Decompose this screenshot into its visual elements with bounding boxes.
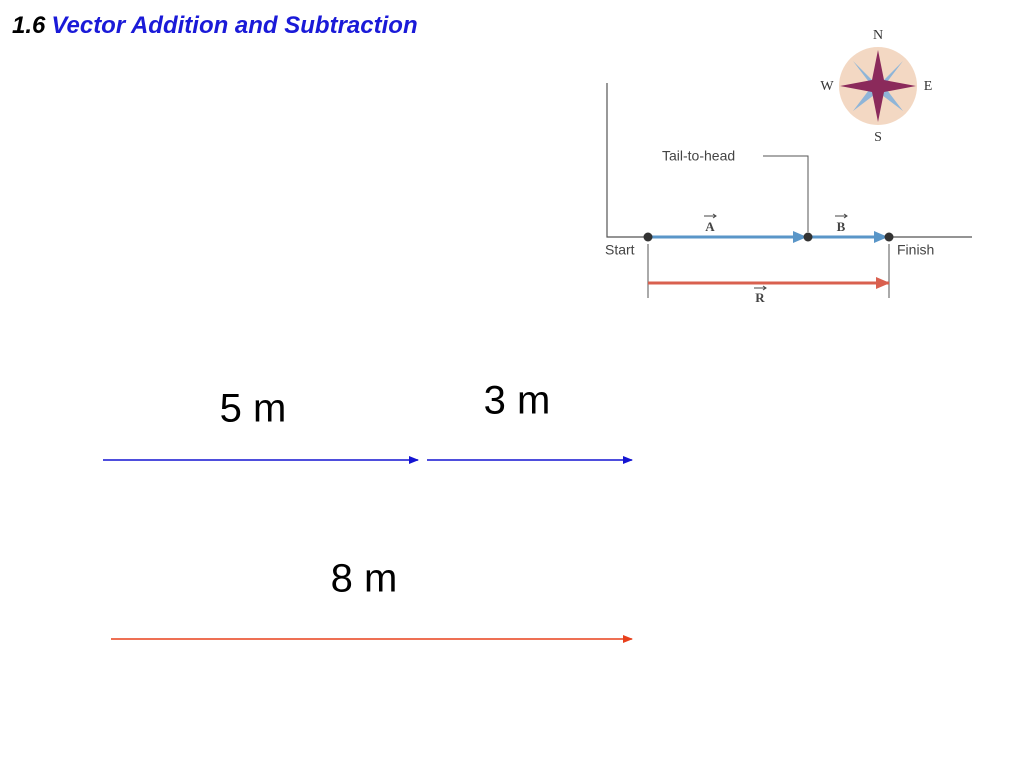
finish-label: Finish [897, 242, 934, 258]
vector-b-label: B [837, 219, 846, 234]
slide-title: 1.6 Vector Addition and Subtraction [12, 12, 418, 39]
vector-symbols [704, 213, 848, 291]
point [643, 232, 653, 242]
compass-s: S [874, 130, 882, 145]
first-length: 5 m [220, 387, 287, 431]
point [803, 232, 813, 242]
compass-e: E [924, 79, 933, 94]
vector-figure [606, 83, 972, 298]
compass-w: W [820, 79, 834, 94]
vector-arrow [704, 213, 717, 219]
vector-arrow [754, 285, 767, 291]
second-length: 3 m [484, 379, 551, 423]
tail-to-head-label: Tail-to-head [662, 148, 735, 164]
vector-a-label: A [705, 219, 715, 234]
compass: N E S W [820, 28, 932, 145]
callout-line [763, 155, 809, 232]
result-length: 8 m [331, 557, 398, 601]
point [884, 232, 894, 242]
vector-r-label: R [755, 290, 765, 305]
title-text: Vector Addition and Subtraction [51, 12, 417, 39]
compass-n: N [873, 28, 883, 43]
section-number: 1.6 [12, 12, 46, 39]
start-label: Start [605, 242, 635, 258]
vector-arrow [835, 213, 848, 219]
compass-star-major [840, 50, 916, 122]
